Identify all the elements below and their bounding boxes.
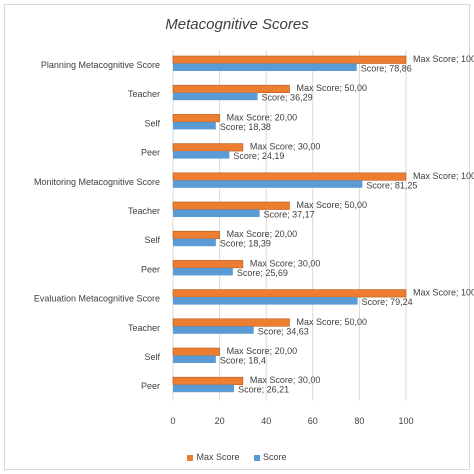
data-label-score: Score; 18,38 [220, 122, 271, 132]
chart-frame [4, 4, 470, 470]
bar-max-score [172, 289, 407, 298]
data-label-max-score: Max Score; 50,00 [297, 83, 368, 93]
data-label-score: Score; 79,24 [362, 297, 413, 307]
category-label: Self [144, 118, 160, 128]
bar-max-score [172, 201, 290, 210]
bar-max-score [172, 172, 407, 181]
category-label: Teacher [128, 206, 160, 216]
bar-max-score [172, 376, 244, 386]
bar-score [173, 92, 258, 101]
category-label: Monitoring Metacognitive Score [34, 177, 160, 187]
category-label: Self [144, 235, 160, 245]
legend: Max Score Score [0, 452, 474, 462]
bar-score [173, 121, 216, 130]
data-label-max-score: Max Score; 20,00 [227, 346, 298, 356]
bar-score [173, 355, 216, 363]
data-label-score: Score; 37,17 [264, 210, 315, 220]
bar-score [173, 384, 235, 393]
legend-swatch-max-score [187, 454, 194, 461]
x-tick-label: 20 [215, 416, 225, 426]
bar-score [173, 267, 233, 276]
legend-item-max-score: Max Score [187, 452, 239, 462]
data-label-score: Score; 36,29 [262, 93, 313, 103]
bar-max-score [172, 55, 407, 64]
data-label-max-score: Max Score; 100,00 [413, 288, 474, 298]
data-label-score: Score; 26,21 [238, 385, 289, 395]
bar-max-score [172, 143, 244, 152]
legend-swatch-score [254, 454, 260, 461]
x-tick-label: 80 [354, 416, 364, 426]
bar-max-score [172, 260, 244, 269]
data-label-score: Score; 24,19 [233, 151, 284, 161]
bar-max-score [172, 84, 290, 93]
data-label-max-score: Max Score; 30,00 [250, 258, 321, 268]
data-label-max-score: Max Score; 30,00 [250, 142, 321, 152]
bar-score [173, 238, 216, 247]
bar-max-score [172, 114, 220, 123]
bar-score [173, 209, 260, 217]
category-label: Peer [141, 264, 160, 274]
category-label: Evaluation Metacognitive Score [34, 294, 160, 304]
bar-score [173, 297, 358, 305]
category-label: Planning Metacognitive Score [41, 60, 160, 70]
data-label-max-score: Max Score; 50,00 [297, 317, 368, 327]
category-label: Self [144, 352, 160, 362]
chart-title: Metacognitive Scores [165, 16, 309, 33]
bar-max-score [172, 230, 220, 239]
legend-label-max-score: Max Score [196, 452, 240, 462]
data-label-max-score: Max Score; 20,00 [227, 112, 298, 122]
data-label-score: Score; 18,39 [220, 239, 271, 249]
bar-score [173, 326, 254, 334]
data-label-score: Score; 78,86 [361, 64, 412, 74]
bar-score [173, 151, 230, 159]
x-tick-label: 60 [308, 416, 318, 426]
category-label: Peer [141, 148, 160, 158]
data-label-max-score: Max Score; 100,00 [413, 54, 474, 64]
bar-max-score [172, 318, 290, 327]
legend-item-score: Score [254, 452, 287, 462]
bar-max-score [172, 347, 220, 356]
bar-score [173, 180, 363, 188]
data-label-max-score: Max Score; 100,00 [413, 171, 474, 181]
legend-label-score: Score [263, 452, 287, 462]
data-label-max-score: Max Score; 50,00 [297, 200, 368, 210]
category-label: Teacher [128, 89, 160, 99]
data-label-score: Score; 25,69 [237, 268, 288, 278]
data-label-score: Score; 34,63 [258, 326, 309, 336]
data-label-score: Score; 81,25 [366, 180, 417, 190]
x-tick-label: 100 [398, 416, 413, 426]
category-label: Peer [141, 381, 160, 391]
x-tick-label: 0 [170, 416, 175, 426]
data-label-max-score: Max Score; 30,00 [250, 375, 321, 385]
bar-score [173, 63, 357, 71]
data-label-score: Score; 18,4 [220, 356, 266, 366]
x-tick-label: 40 [261, 416, 271, 426]
data-label-max-score: Max Score; 20,00 [227, 229, 298, 239]
category-label: Teacher [128, 323, 160, 333]
